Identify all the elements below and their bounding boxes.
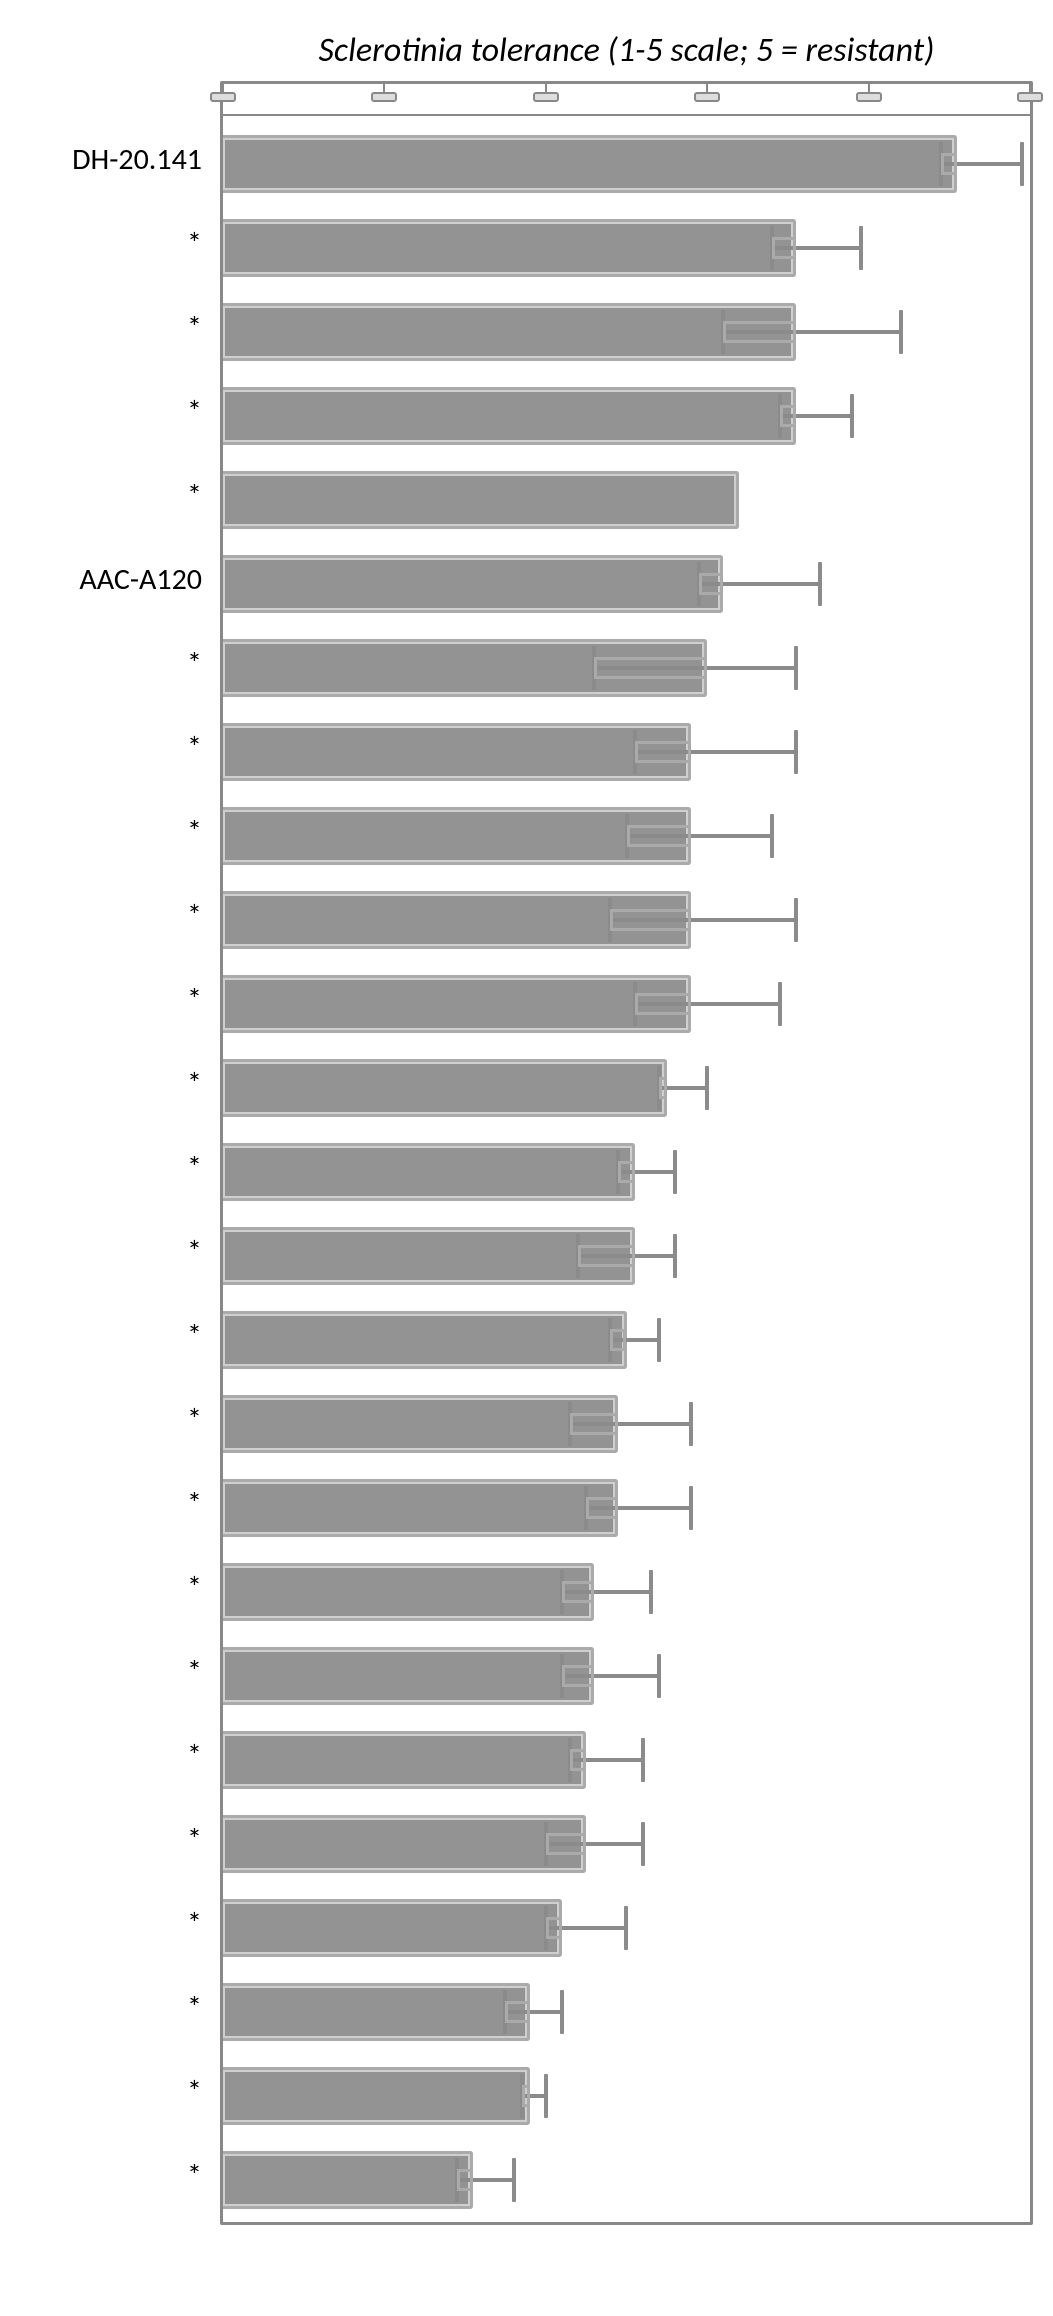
bar-row bbox=[223, 1046, 1030, 1130]
bar-label: * bbox=[20, 789, 220, 873]
bar-label: * bbox=[20, 285, 220, 369]
x-axis-tick bbox=[694, 84, 720, 102]
bar-row bbox=[223, 794, 1030, 878]
bar-row bbox=[223, 1886, 1030, 1970]
bar bbox=[223, 1815, 586, 1873]
bar bbox=[223, 1395, 618, 1453]
bar-row bbox=[223, 1550, 1030, 1634]
bar-label: AAC-A120 bbox=[20, 537, 220, 621]
bar-row bbox=[223, 2054, 1030, 2138]
bar-row bbox=[223, 710, 1030, 794]
bar-row bbox=[223, 2138, 1030, 2222]
bar-label: DH-20.141 bbox=[20, 117, 220, 201]
bar-row bbox=[223, 458, 1030, 542]
bar bbox=[223, 1731, 586, 1789]
x-axis bbox=[223, 84, 1030, 116]
bar bbox=[223, 807, 691, 865]
bar-label: * bbox=[20, 1797, 220, 1881]
bar-label: * bbox=[20, 873, 220, 957]
bar-label: * bbox=[20, 2133, 220, 2217]
bar-row bbox=[223, 1466, 1030, 1550]
plot-area bbox=[220, 81, 1033, 2225]
bar-label: * bbox=[20, 1881, 220, 1965]
bar bbox=[223, 1479, 618, 1537]
bar bbox=[223, 219, 796, 277]
bar-label: * bbox=[20, 1965, 220, 2049]
bar-label: * bbox=[20, 621, 220, 705]
bar-row bbox=[223, 1382, 1030, 1466]
x-axis-tick bbox=[1017, 84, 1043, 102]
chart-wrapper: Sclerotinia tolerance (1-5 scale; 5 = re… bbox=[0, 0, 1053, 2265]
bar-row bbox=[223, 1970, 1030, 2054]
bar-label: * bbox=[20, 1125, 220, 1209]
bar-label: * bbox=[20, 1545, 220, 1629]
bar bbox=[223, 555, 723, 613]
y-labels-column: DH-20.141****AAC-A120******************* bbox=[20, 81, 220, 2225]
bar-label: * bbox=[20, 1041, 220, 1125]
bar-label: * bbox=[20, 957, 220, 1041]
x-axis-tick bbox=[533, 84, 559, 102]
bar bbox=[223, 2151, 473, 2209]
x-axis-tick bbox=[856, 84, 882, 102]
bar-label: * bbox=[20, 1209, 220, 1293]
bar-label: * bbox=[20, 1713, 220, 1797]
bar-row bbox=[223, 290, 1030, 374]
bar bbox=[223, 1059, 667, 1117]
bar-label: * bbox=[20, 1293, 220, 1377]
bar-label: * bbox=[20, 1629, 220, 1713]
plot: DH-20.141****AAC-A120******************* bbox=[20, 81, 1033, 2225]
bar-row bbox=[223, 1718, 1030, 1802]
bar-row bbox=[223, 1802, 1030, 1886]
bar bbox=[223, 1563, 594, 1621]
bar bbox=[223, 387, 796, 445]
bar bbox=[223, 303, 796, 361]
bar-row bbox=[223, 374, 1030, 458]
bar-row bbox=[223, 962, 1030, 1046]
bar-row bbox=[223, 542, 1030, 626]
bar-row bbox=[223, 206, 1030, 290]
bar-row bbox=[223, 1214, 1030, 1298]
x-axis-tick bbox=[210, 84, 236, 102]
x-axis-tick bbox=[371, 84, 397, 102]
bar-label: * bbox=[20, 2049, 220, 2133]
bar bbox=[223, 1647, 594, 1705]
bar bbox=[223, 975, 691, 1033]
bar bbox=[223, 471, 739, 529]
bar bbox=[223, 723, 691, 781]
bar bbox=[223, 1227, 635, 1285]
bar-row bbox=[223, 1298, 1030, 1382]
bar-label: * bbox=[20, 453, 220, 537]
bar bbox=[223, 1983, 530, 2041]
bar bbox=[223, 1311, 627, 1369]
bar bbox=[223, 2067, 530, 2125]
bar-label: * bbox=[20, 705, 220, 789]
bar-label: * bbox=[20, 1377, 220, 1461]
bar bbox=[223, 1143, 635, 1201]
bar-label: * bbox=[20, 201, 220, 285]
chart-title: Sclerotinia tolerance (1-5 scale; 5 = re… bbox=[220, 30, 1033, 71]
bar-row bbox=[223, 122, 1030, 206]
bar-row bbox=[223, 1634, 1030, 1718]
bar bbox=[223, 135, 957, 193]
bar-row bbox=[223, 626, 1030, 710]
bar bbox=[223, 1899, 562, 1957]
bars-container bbox=[223, 122, 1030, 2222]
bar-row bbox=[223, 878, 1030, 962]
bar-label: * bbox=[20, 1461, 220, 1545]
bar-label: * bbox=[20, 369, 220, 453]
bar-row bbox=[223, 1130, 1030, 1214]
